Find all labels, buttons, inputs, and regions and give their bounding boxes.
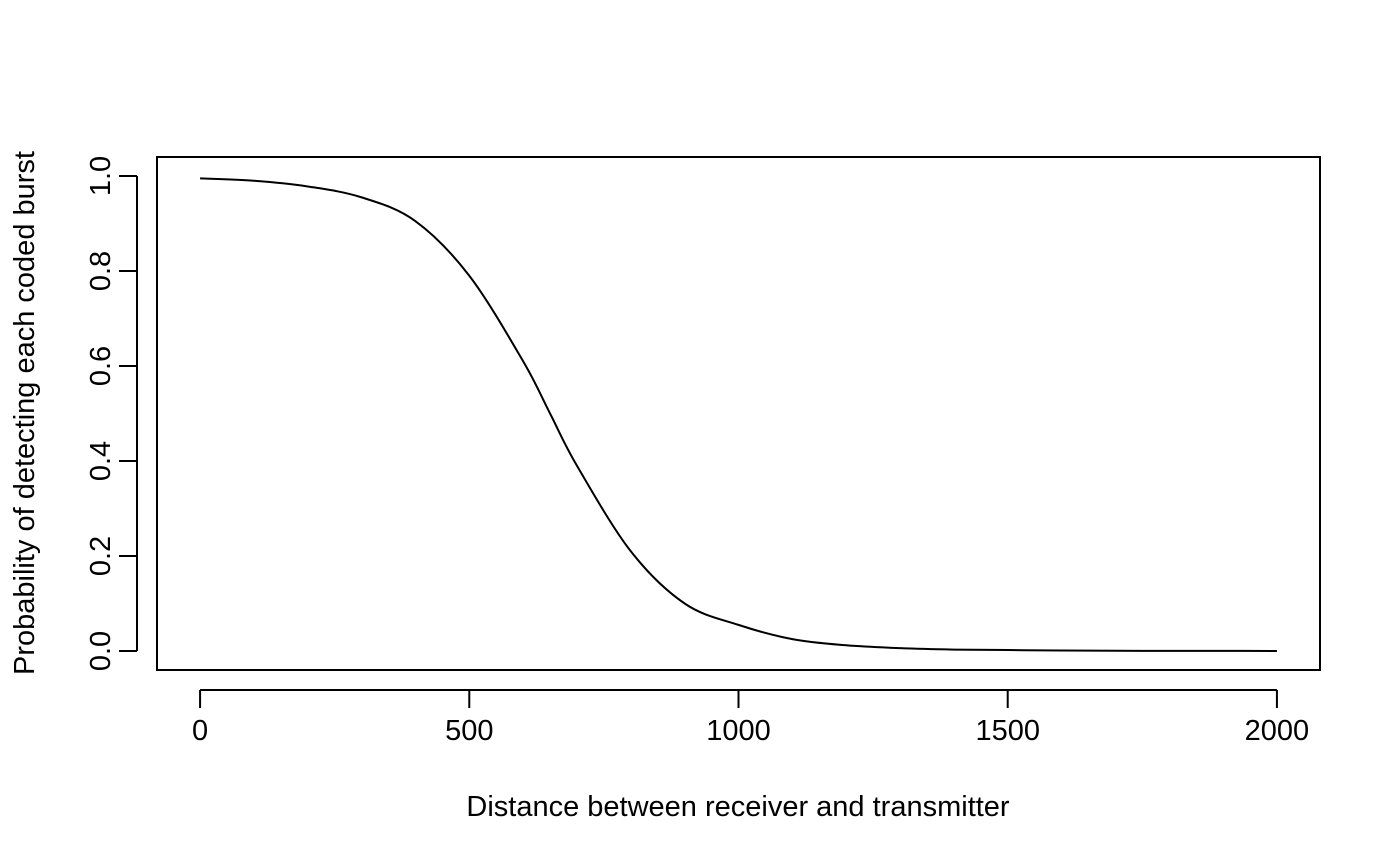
y-tick-label: 1.0	[85, 156, 117, 196]
series-layer	[200, 177, 1277, 652]
series-line	[200, 177, 1277, 652]
plot-box	[156, 156, 1321, 671]
y-axis-title: Probability of detecting each coded burs…	[9, 151, 41, 675]
y-tick-label: 0.4	[85, 441, 117, 481]
x-tick-label: 2000	[1245, 715, 1310, 747]
y-tick-label: 0.6	[85, 346, 117, 386]
y-axis: 0.0 0.2 0.4 0.6 0.8 1.0	[85, 156, 138, 671]
x-axis: 0 500 1000 1500 2000	[192, 689, 1310, 747]
y-tick-label: 0.2	[85, 536, 117, 576]
x-axis-title: Distance between receiver and transmitte…	[466, 791, 1010, 823]
x-tick-label: 500	[445, 715, 493, 747]
x-tick-label: 1500	[975, 715, 1040, 747]
x-tick-label: 0	[192, 715, 208, 747]
x-tick-label: 1000	[706, 715, 771, 747]
y-tick-label: 0.8	[85, 251, 117, 291]
y-tick-label: 0.0	[85, 631, 117, 671]
